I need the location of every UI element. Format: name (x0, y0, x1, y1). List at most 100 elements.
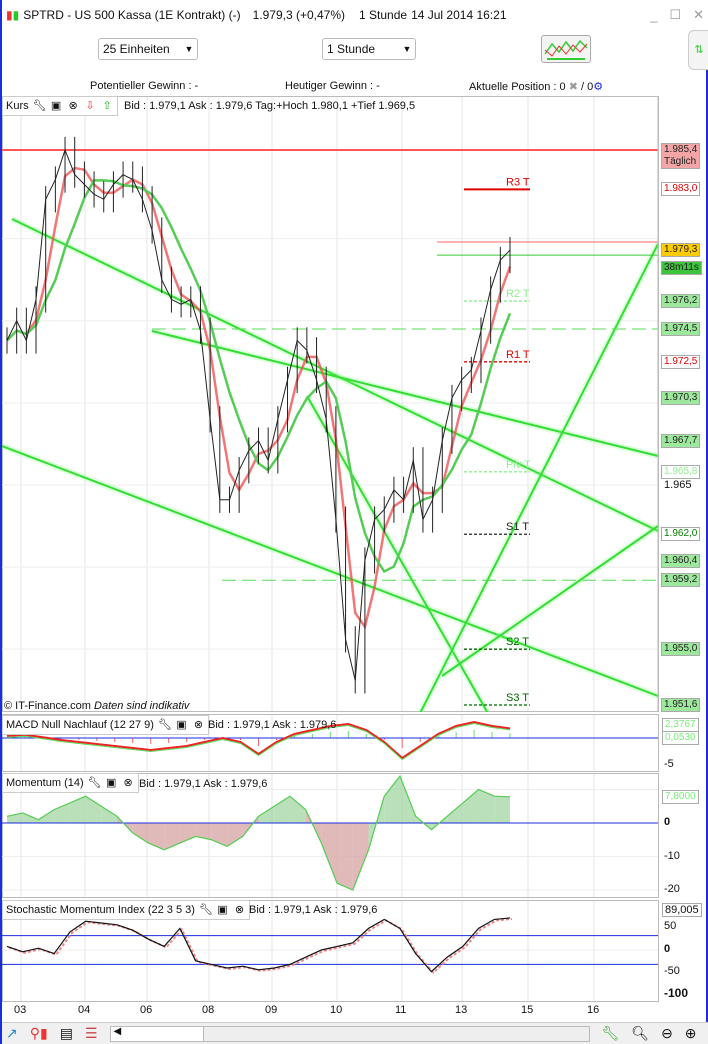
position-label: Aktuelle Position : 0 (469, 81, 566, 93)
candlestick-icon-green: ▮ (12, 8, 20, 22)
gear-icon[interactable]: ⚙ (593, 81, 604, 93)
wrench-icon[interactable]: 🔧︎ (198, 903, 213, 916)
close-position-icon[interactable]: ✖ (568, 81, 578, 93)
momentum-area (195, 823, 212, 840)
momentum-area (85, 796, 102, 823)
macd-chart[interactable] (2, 714, 708, 772)
momentum-value: 7,8000 (662, 790, 699, 804)
minimize-button[interactable]: _ (650, 7, 658, 23)
window-icon[interactable]: ▣ (105, 776, 117, 789)
price-axis-label: 1.979,3 (661, 243, 701, 258)
momentum-area (352, 823, 369, 890)
close-button[interactable]: ✕ (693, 7, 704, 22)
x-axis-label: 16 (587, 1004, 600, 1016)
macd-signal-value: 0,0530 (662, 731, 699, 745)
x-axis-label: 06 (140, 1004, 153, 1016)
macd-line (6, 720, 511, 760)
close-icon[interactable]: ⊗ (123, 776, 133, 789)
copyright: © IT-Finance.com Daten sind indikativ (4, 700, 189, 712)
current-position: Aktuelle Position : 0 ✖ / 0⚙ (469, 80, 603, 93)
settings-wrench-icon[interactable]: 🔧︎ (601, 1025, 620, 1041)
trendline (441, 525, 659, 677)
buy-arrow-icon[interactable]: ⇧ (102, 99, 112, 112)
close-icon[interactable]: ⊗ (193, 718, 204, 731)
x-axis-label: 10 (330, 1004, 343, 1016)
close-icon[interactable]: ⊗ (68, 99, 78, 112)
macd-value: 2,3767 (662, 718, 699, 732)
price-axis-label: 1.972,5 (661, 354, 701, 369)
x-axis-label: 08 (202, 1004, 215, 1016)
wrench-icon[interactable]: 🔧︎ (157, 718, 172, 731)
momentum-line (6, 774, 511, 891)
chart-signals-button[interactable] (541, 35, 591, 63)
zoom-out-icon[interactable]: ⊖ (661, 1025, 673, 1041)
momentum-tick: 0 (664, 816, 671, 828)
panel-name: MACD Null Nachlauf (12 27 9) (6, 719, 154, 731)
momentum-area (447, 802, 463, 823)
pivot-label: S1 T (506, 521, 529, 533)
units-dropdown[interactable]: 25 Einheiten ▼ (98, 38, 198, 60)
candlestick-icon: ▮ (6, 8, 13, 22)
timeframe-dropdown[interactable]: 1 Stunde ▼ (322, 38, 416, 60)
price-chart[interactable]: R3 T R2 T R1 T Piv T S1 T S2 T S3 T (2, 96, 708, 712)
wrench-icon[interactable]: 🔧︎ (87, 776, 102, 789)
momentum-area (274, 796, 290, 823)
momentum-area (337, 823, 353, 890)
price-axis-label: 1.970,3 (661, 390, 701, 405)
price-axis-label: 1.974,5 (661, 321, 701, 336)
x-axis-label: 13 (455, 1004, 468, 1016)
price-axis-label: 1.985,4 Täglich (661, 143, 701, 169)
smi-quote: Bid : 1.979,1 Ask : 1.979,6 (249, 904, 378, 916)
x-axis-label: 04 (78, 1004, 91, 1016)
momentum-area (38, 809, 55, 823)
maximize-button[interactable]: ☐ (669, 7, 682, 22)
units-value: 25 Einheiten (103, 42, 170, 56)
candle-style-icon[interactable]: ⚲▮ (29, 1025, 48, 1041)
pivot-label: S2 T (506, 636, 529, 648)
momentum-area (494, 796, 510, 823)
panel-border (2, 714, 659, 772)
window-icon[interactable]: ▣ (217, 903, 228, 916)
smi-tick: -50 (664, 965, 680, 977)
side-panel-toggle[interactable]: ⇅ (688, 30, 708, 70)
export-icon[interactable]: ↗ (6, 1025, 18, 1041)
x-axis-label: 11 (395, 1004, 407, 1016)
macd-tick: -5 (664, 758, 674, 770)
momentum-area (69, 796, 86, 823)
trendline (2, 445, 659, 697)
close-icon[interactable]: ⊗ (234, 903, 245, 916)
position-sep: / 0 (580, 81, 594, 93)
window-icon[interactable]: ▣ (50, 99, 62, 112)
price-axis-label: 1.960,4 (661, 553, 701, 568)
notes-icon[interactable]: ▤ (59, 1025, 73, 1041)
window-datetime: 14 Jul 2014 16:21 (411, 8, 507, 22)
macd-signal-line (6, 722, 511, 761)
wrench-icon[interactable]: 🔧︎ (32, 99, 47, 112)
scroll-thumb[interactable] (202, 1026, 589, 1041)
today-profit: Heutiger Gewinn : - (285, 80, 380, 92)
window-title: SPTRD - US 500 Kassa (1E Kontrakt) (-) (23, 8, 241, 22)
bars-icon[interactable]: ☰ (84, 1025, 98, 1041)
title-bar: ▮ ▮ SPTRD - US 500 Kassa (1E Kontrakt) (-… (2, 0, 708, 30)
trendline (306, 395, 489, 712)
window-icon[interactable]: ▣ (176, 718, 187, 731)
horizontal-scrollbar[interactable]: ◀ (109, 1025, 590, 1042)
zoom-vertical-icon[interactable]: 🔍︎ (631, 1025, 650, 1041)
panel-border (2, 900, 659, 1002)
pivot-label: R1 T (506, 349, 530, 361)
smi-header: Stochastic Momentum Index (22 3 5 3) 🔧︎ ▣ ⊗ (2, 900, 250, 920)
main-quote: Bid : 1.979,1 Ask : 1.979,6 Tag:+Hoch 1.… (124, 100, 416, 112)
smi-chart[interactable] (2, 900, 708, 1002)
panel-name: Kurs (6, 100, 29, 112)
pivot-label: Piv T (506, 459, 531, 471)
zoom-in-icon[interactable]: ⊕ (684, 1025, 697, 1041)
macd-header: MACD Null Nachlauf (12 27 9) 🔧︎ ▣ ⊗ (2, 715, 209, 735)
copyright-text: © IT-Finance.com (4, 700, 91, 712)
sell-arrow-icon[interactable]: ⇩ (85, 99, 95, 112)
momentum-tick: -20 (664, 883, 680, 895)
pivot-label: S3 T (506, 692, 529, 704)
pivot-label: R2 T (506, 288, 530, 300)
momentum-area (258, 806, 275, 823)
scroll-left-icon[interactable]: ◀ (113, 1025, 122, 1037)
price-tick: 1.965 (664, 478, 692, 491)
